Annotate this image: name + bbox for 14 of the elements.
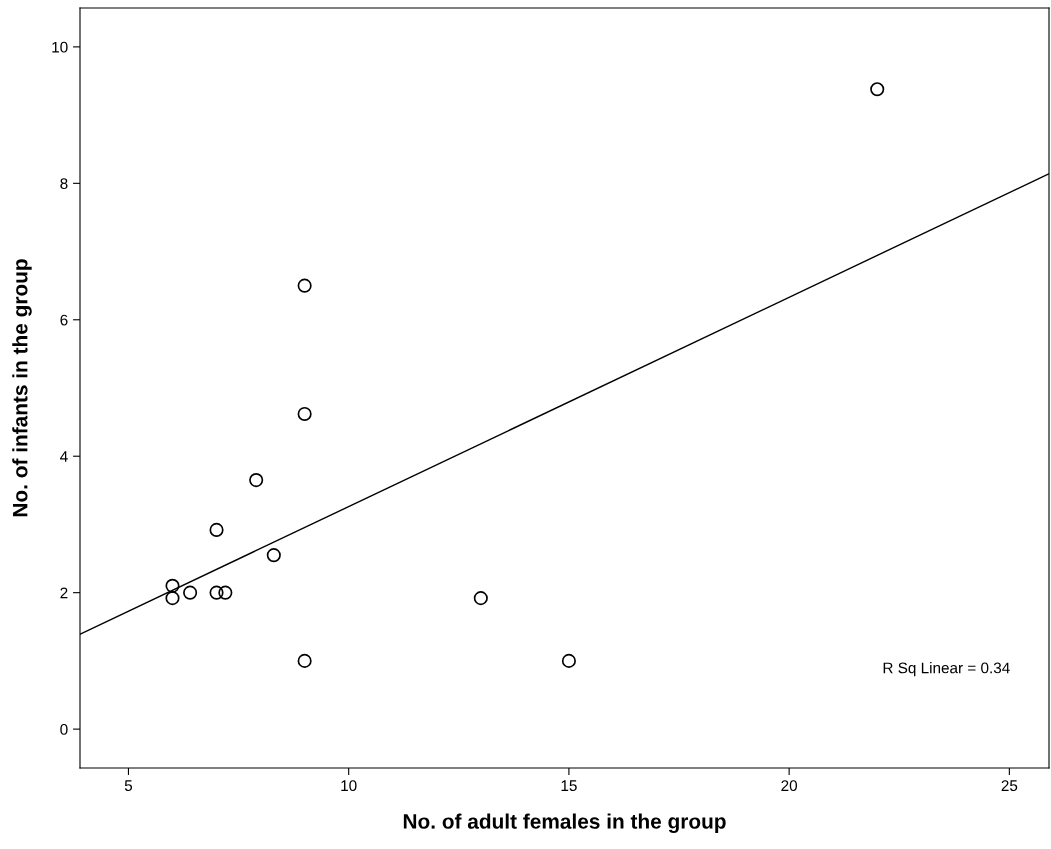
y-tick-label: 6 bbox=[60, 314, 68, 326]
x-tick-label: 10 bbox=[341, 780, 357, 792]
y-tick-label: 4 bbox=[60, 451, 68, 462]
y-axis-title: No. of infants in the group bbox=[12, 259, 32, 517]
annotation: R Sq Linear = 0.34 bbox=[883, 662, 1010, 677]
x-tick-label: 15 bbox=[561, 780, 577, 792]
y-tick-label: 10 bbox=[52, 41, 68, 53]
x-tick-label: 5 bbox=[124, 780, 133, 792]
x-axis-title: No. of adult females in the group bbox=[403, 813, 726, 833]
y-tick-label: 2 bbox=[60, 587, 68, 599]
y-tick-label: 0 bbox=[60, 723, 68, 735]
x-tick-label: 25 bbox=[1001, 780, 1018, 792]
y-tick-label: 8 bbox=[60, 178, 68, 190]
x-tick-label: 20 bbox=[781, 780, 798, 792]
